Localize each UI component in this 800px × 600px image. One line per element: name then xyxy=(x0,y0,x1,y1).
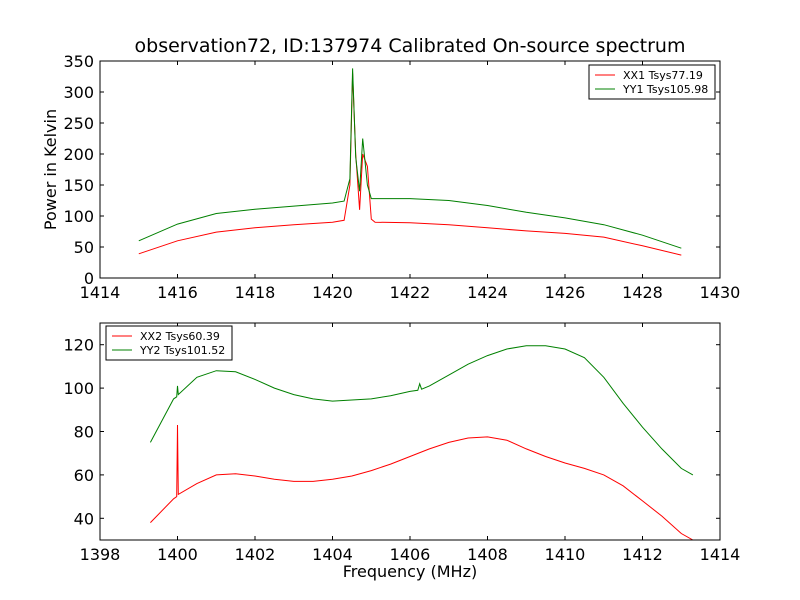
series-line-2-1 xyxy=(150,424,694,540)
legend-label: XX1 Tsys77.19 xyxy=(623,69,703,82)
y-tick-label: 80 xyxy=(74,423,94,442)
charts: 1414 1416 1418 1420 1422 1424 1426 1428 1430 0 50 1… xyxy=(41,35,740,581)
legend-box xyxy=(105,325,233,361)
x-tick-label: 1416 xyxy=(157,283,198,302)
chart-title: observation72, ID:137974 Calibrated On-s… xyxy=(135,35,686,57)
x-tick-label: 1404 xyxy=(312,545,353,564)
x-tick-label: 1420 xyxy=(312,283,353,302)
x-tick-label: 1414 xyxy=(700,545,741,564)
y-tick-label: 150 xyxy=(63,176,94,195)
y-tick-label: 40 xyxy=(74,509,94,528)
x-tick-label: 1412 xyxy=(622,545,663,564)
series-line-1-1 xyxy=(138,73,682,256)
y-tick-label: 50 xyxy=(74,238,94,257)
chart-panel-1: 1414 1416 1418 1420 1422 1424 1426 1428 1430 0 50 1… xyxy=(41,35,740,302)
legend-label: YY2 Tsys101.52 xyxy=(139,344,225,357)
series-line-1-2 xyxy=(138,68,682,249)
x-tick-label: 1400 xyxy=(157,545,198,564)
y-tick-label: 0 xyxy=(84,269,94,288)
x-tick-label: 1430 xyxy=(700,283,741,302)
chart-panel-2: 1398 1400 1402 1404 1406 1408 1410 1412 1414 40 60… xyxy=(63,322,741,581)
y-tick-label: 100 xyxy=(63,379,94,398)
y-tick-label: 300 xyxy=(63,83,94,102)
y-tick-label: 200 xyxy=(63,145,94,164)
legend-box xyxy=(588,64,716,100)
y-tick-label: 60 xyxy=(74,466,94,485)
x-tick-label: 1408 xyxy=(467,545,508,564)
x-tick-label: 1428 xyxy=(622,283,663,302)
x-tick-label: 1402 xyxy=(235,545,276,564)
x-tick-label: 1424 xyxy=(467,283,508,302)
y-tick-label: 120 xyxy=(63,336,94,355)
x-tick-label: 1422 xyxy=(390,283,431,302)
x-tick-label: 1410 xyxy=(545,545,586,564)
x-axis-label: Frequency (MHz) xyxy=(343,562,477,581)
x-tick-label: 1414 xyxy=(80,283,121,302)
series-line-2-2 xyxy=(149,345,694,476)
y-axis-label: Power in Kelvin xyxy=(41,109,60,230)
y-tick-label: 350 xyxy=(63,52,94,71)
y-tick-label: 100 xyxy=(63,207,94,226)
x-tick-label: 1418 xyxy=(235,283,276,302)
x-tick-label: 1406 xyxy=(390,545,431,564)
x-tick-label: 1426 xyxy=(545,283,586,302)
y-tick-label: 250 xyxy=(63,114,94,133)
x-tick-label: 1398 xyxy=(80,545,121,564)
legend-label: XX2 Tsys60.39 xyxy=(140,330,220,343)
legend-label: YY1 Tsys105.98 xyxy=(622,83,708,96)
